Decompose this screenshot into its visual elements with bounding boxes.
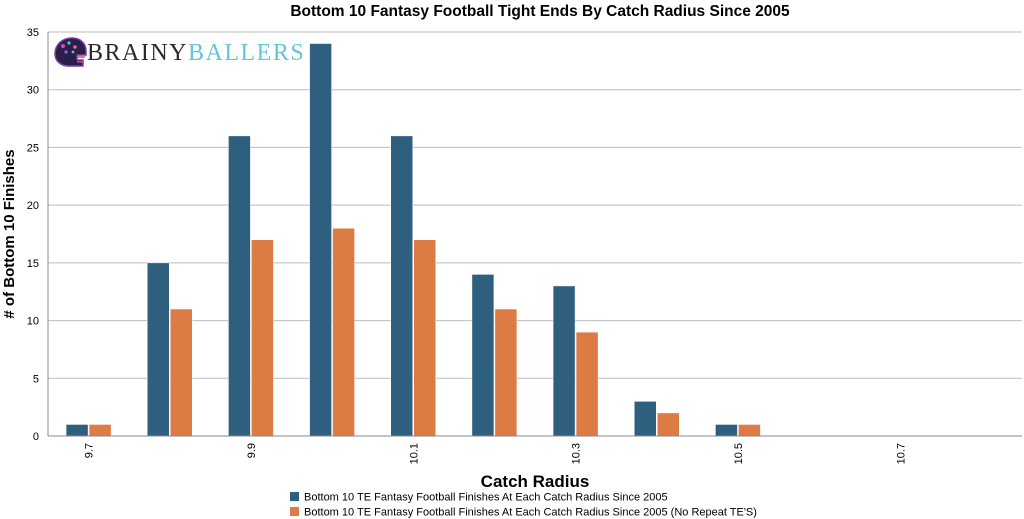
legend-label-series-1: Bottom 10 TE Fantasy Football Finishes A… [304, 492, 668, 504]
x-tick-label: 10.7 [895, 443, 907, 464]
bar-series-1 [147, 262, 170, 437]
x-axis-title: Catch Radius [481, 472, 590, 491]
bar-series-1 [228, 135, 251, 437]
y-tick-label: 10 [27, 316, 39, 328]
x-tick-label: 9.9 [246, 443, 258, 458]
y-tick-label: 30 [27, 85, 39, 97]
bar-series-1 [390, 135, 413, 437]
axes [47, 32, 1022, 437]
y-axis-title: # of Bottom 10 Finishes [1, 149, 18, 318]
bars-group [65, 43, 761, 437]
bar-series-2 [170, 308, 193, 437]
bar-series-1 [309, 43, 332, 437]
legend: Bottom 10 TE Fantasy Football Finishes A… [290, 492, 757, 519]
logo-text-brainy: BRAINY [87, 40, 188, 66]
legend-swatch-series-2 [290, 507, 299, 516]
bar-series-2 [332, 227, 355, 437]
bar-series-2 [738, 424, 761, 437]
bar-series-2 [88, 424, 112, 437]
bar-series-2 [575, 331, 599, 437]
svg-text:BRAINYBALLERS: BRAINYBALLERS [87, 40, 305, 66]
y-tick-label: 15 [27, 258, 39, 270]
bar-series-2 [413, 239, 436, 437]
legend-swatch-series-1 [290, 492, 299, 501]
x-tick-label: 9.7 [84, 443, 96, 458]
x-tick-label: 10.1 [408, 443, 420, 464]
y-tick-label: 0 [33, 431, 39, 443]
y-tick-label: 35 [27, 27, 39, 39]
bar-series-1 [65, 424, 89, 437]
x-tick-label: 10.3 [571, 443, 583, 464]
chart-title: Bottom 10 Fantasy Football Tight Ends By… [290, 3, 790, 20]
football-helmet-icon [54, 37, 87, 67]
x-tick-label: 10.5 [733, 443, 745, 464]
bar-series-2 [657, 412, 680, 437]
bar-series-1 [552, 285, 576, 437]
y-tick-label: 20 [27, 200, 39, 212]
gridlines [48, 31, 1022, 379]
bar-series-2 [494, 308, 518, 437]
x-tick-labels: 9.7 9.9 10.1 10.3 10.5 10.7 [84, 443, 908, 464]
bar-series-1 [634, 401, 657, 437]
legend-label-series-2: Bottom 10 TE Fantasy Football Finishes A… [304, 507, 757, 519]
bar-series-1 [471, 274, 495, 437]
y-tick-label: 25 [27, 142, 39, 154]
y-tick-label: 5 [33, 373, 39, 385]
brand-logo: BRAINYBALLERS [54, 37, 305, 67]
bar-series-2 [251, 239, 274, 437]
logo-text-ballers: BALLERS [188, 40, 305, 66]
y-tick-labels: 0 5 10 15 20 25 30 35 [27, 27, 39, 443]
bar-series-1 [715, 424, 738, 437]
